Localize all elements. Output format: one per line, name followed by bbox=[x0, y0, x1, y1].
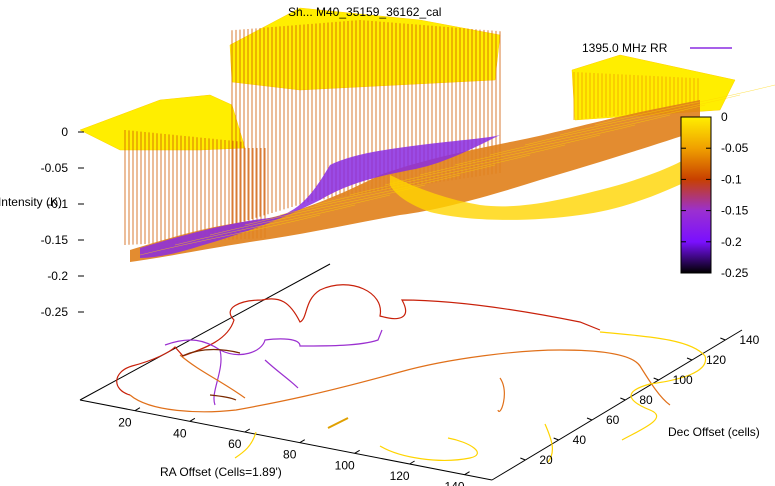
x-tick-mark bbox=[244, 428, 251, 433]
y-tick-label: 40 bbox=[573, 433, 587, 447]
x-tick-label: 140 bbox=[445, 480, 465, 486]
x-tick-mark bbox=[464, 471, 470, 476]
chart-title: Sh... M40_35159_36162_cal bbox=[288, 5, 441, 19]
mesh-line bbox=[139, 214, 321, 256]
mesh-line bbox=[419, 134, 601, 176]
mesh-line bbox=[209, 194, 391, 236]
y-tick-label: 120 bbox=[706, 353, 726, 367]
z-tick-label: -0.15 bbox=[41, 233, 69, 247]
z-axis-label: Intensity (K) bbox=[0, 195, 62, 209]
x-tick-mark bbox=[134, 407, 141, 412]
plateau-left bbox=[79, 94, 246, 151]
terrain-mesh-lines bbox=[139, 84, 775, 256]
base-edge-left bbox=[79, 263, 331, 401]
colorbar-tick-label: 0 bbox=[721, 110, 728, 124]
colorbar-tick-label: -0.05 bbox=[721, 141, 749, 155]
mesh-line bbox=[384, 144, 566, 186]
y-tick-label: 80 bbox=[639, 393, 653, 407]
contour-yellow bbox=[234, 331, 707, 463]
mesh-line bbox=[594, 84, 775, 126]
y-tick-mark bbox=[520, 457, 526, 461]
colorbar-tick-label: -0.25 bbox=[721, 266, 749, 280]
z-tick-label: 0 bbox=[61, 125, 68, 139]
terrain-ribbon bbox=[130, 100, 700, 262]
x-tick-label: 100 bbox=[335, 458, 355, 472]
x-axis: 20 40 60 80 100 120 140 bbox=[118, 407, 470, 486]
x-tick-label: 120 bbox=[390, 469, 410, 483]
contour-orange bbox=[129, 349, 671, 413]
mesh-line bbox=[454, 124, 636, 166]
x-tick-label: 20 bbox=[118, 416, 132, 430]
y-tick-mark bbox=[686, 357, 693, 361]
y-tick-mark bbox=[620, 397, 626, 401]
base-plane bbox=[79, 263, 743, 481]
colorbar-tick-label: -0.2 bbox=[721, 235, 742, 249]
y-tick-label: 20 bbox=[539, 453, 553, 467]
mesh-line bbox=[244, 184, 426, 226]
terrain-yellow-front bbox=[390, 150, 700, 220]
colorbar-gradient bbox=[680, 116, 712, 274]
colorbar: 0 -0.05 -0.1 -0.15 -0.2 -0.25 bbox=[680, 110, 749, 280]
mesh-line bbox=[524, 104, 706, 146]
base-contours bbox=[116, 284, 707, 463]
y-axis: 20 40 60 80 100 120 140 bbox=[520, 333, 760, 467]
x-axis-label: RA Offset (Cells=1.89') bbox=[160, 465, 282, 479]
x-tick-label: 80 bbox=[283, 448, 297, 462]
x-tick-label: 40 bbox=[173, 426, 187, 440]
curtain-right bbox=[573, 72, 699, 120]
y-tick-label: 140 bbox=[739, 333, 759, 347]
colorbar-tick-label: -0.15 bbox=[721, 204, 749, 218]
x-tick-mark bbox=[299, 439, 305, 444]
mesh-line bbox=[279, 174, 461, 216]
contour-dark bbox=[181, 349, 241, 401]
colorbar-tick-label: -0.1 bbox=[721, 172, 742, 186]
base-edge-front bbox=[79, 399, 493, 481]
x-tick-mark bbox=[189, 417, 196, 422]
y-tick-mark bbox=[553, 437, 559, 441]
legend-entry-label: 1395.0 MHz RR bbox=[582, 41, 668, 55]
mesh-line bbox=[314, 164, 496, 206]
z-tick-label: -0.25 bbox=[41, 305, 69, 319]
surface-mesh bbox=[79, 7, 775, 262]
plateau-center-top bbox=[229, 7, 501, 91]
y-tick-mark bbox=[586, 417, 593, 421]
x-tick-mark bbox=[354, 449, 360, 454]
x-tick-mark bbox=[409, 460, 415, 465]
z-tick-label: -0.2 bbox=[47, 269, 68, 283]
mesh-line bbox=[349, 154, 531, 196]
mesh-line bbox=[174, 204, 356, 246]
y-tick-label: 100 bbox=[673, 373, 693, 387]
z-tick-label: -0.05 bbox=[41, 161, 69, 175]
mesh-line bbox=[489, 114, 671, 156]
contour-tick bbox=[327, 417, 349, 429]
y-tick-label: 60 bbox=[606, 413, 620, 427]
y-tick-mark bbox=[720, 337, 726, 341]
mesh-line bbox=[559, 94, 741, 136]
base-edge-right bbox=[491, 329, 743, 481]
z-tick-label: -0.1 bbox=[47, 197, 68, 211]
legend: 1395.0 MHz RR bbox=[582, 41, 732, 55]
z-axis: 0 -0.05 -0.1 -0.15 -0.2 -0.25 Intensity (K) bbox=[0, 125, 84, 319]
terrain-violet bbox=[140, 135, 500, 258]
x-tick-label: 60 bbox=[228, 437, 242, 451]
y-tick-mark bbox=[653, 377, 659, 381]
y-axis-label: Dec Offset (cells) bbox=[668, 425, 760, 439]
contour-outer-red bbox=[116, 284, 601, 396]
